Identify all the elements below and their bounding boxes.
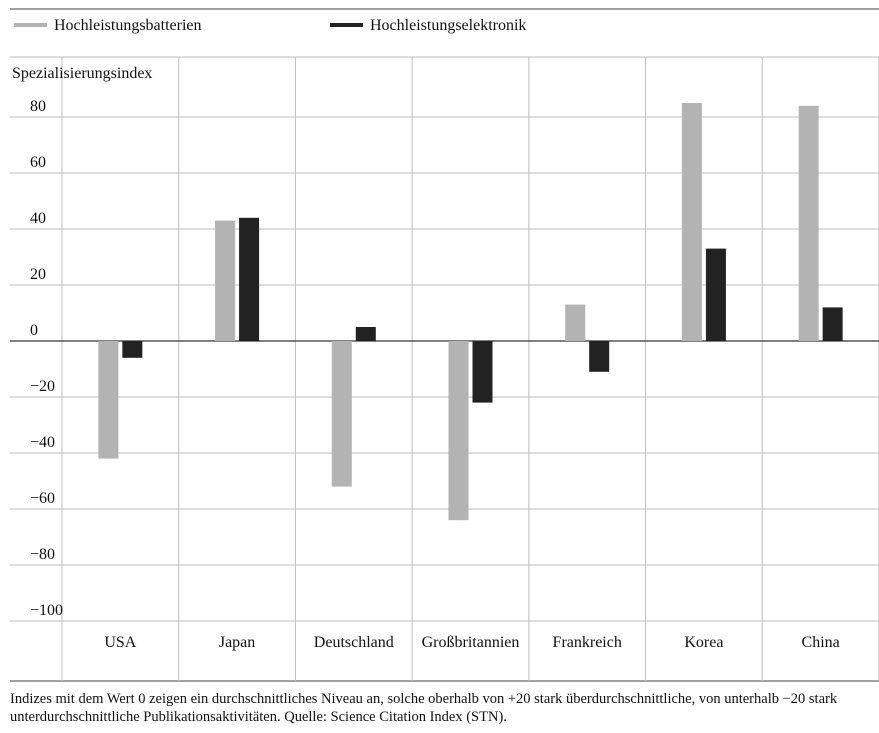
y-tick-label: −20 xyxy=(30,378,55,395)
bar-china-batterien xyxy=(798,105,819,341)
bar-japan-elektronik xyxy=(239,217,260,341)
bar-korea-elektronik xyxy=(705,248,726,341)
bar-deutschland-elektronik xyxy=(355,327,376,341)
y-tick-label: 60 xyxy=(30,154,46,171)
x-tick-label: Japan xyxy=(219,634,255,651)
x-tick-label: China xyxy=(802,634,840,651)
bar-frankreich-elektronik xyxy=(589,341,610,372)
bar-china-elektronik xyxy=(822,307,843,341)
legend-label-1: Hochleistungselektronik xyxy=(370,17,526,34)
bar-japan-batterien xyxy=(215,220,236,341)
x-tick-label: Großbritannien xyxy=(422,634,520,651)
y-tick-label: −40 xyxy=(30,434,55,451)
legend-label-0: Hochleistungsbatterien xyxy=(54,17,202,34)
y-tick-label: −100 xyxy=(30,602,63,619)
bar-großbritannien-batterien xyxy=(448,341,469,521)
bar-korea-batterien xyxy=(681,103,702,341)
bar-frankreich-batterien xyxy=(565,304,586,341)
y-tick-label: −80 xyxy=(30,546,55,563)
chart-caption: Indizes mit dem Wert 0 zeigen ein durchs… xyxy=(10,691,838,725)
y-tick-label: 0 xyxy=(30,322,38,339)
bar-usa-batterien xyxy=(98,341,119,459)
y-tick-label: 20 xyxy=(30,266,46,283)
bar-deutschland-batterien xyxy=(331,341,352,487)
y-tick-label: −60 xyxy=(30,490,55,507)
x-tick-label: USA xyxy=(104,634,136,651)
x-tick-label: Korea xyxy=(684,634,723,651)
x-tick-label: Frankreich xyxy=(553,634,622,651)
y-tick-label: 40 xyxy=(30,210,46,227)
x-tick-label: Deutschland xyxy=(314,634,394,651)
y-axis-title: Spezialisierungsindex xyxy=(12,65,152,82)
bar-usa-elektronik xyxy=(122,341,143,358)
bar-großbritannien-elektronik xyxy=(472,341,493,403)
y-tick-label: 80 xyxy=(30,98,46,115)
